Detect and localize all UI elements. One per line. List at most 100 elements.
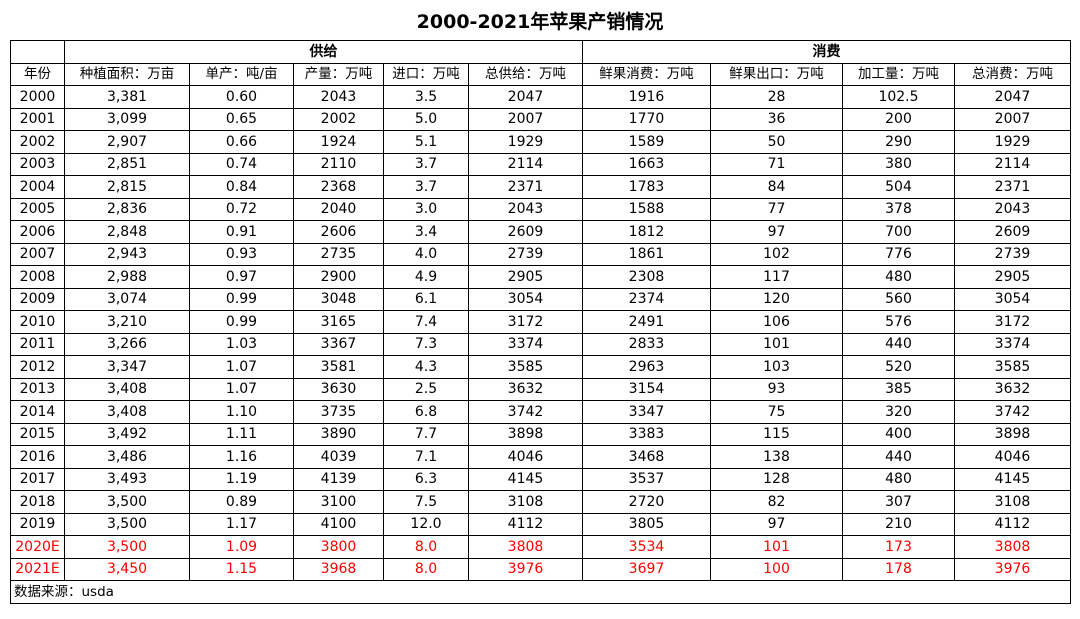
table-cell: 2,851	[64, 152, 190, 176]
table-cell: 2002	[293, 107, 384, 131]
year-cell: 2020E	[10, 535, 65, 559]
table-cell: 3.4	[383, 220, 469, 244]
table-cell: 3,099	[64, 107, 190, 131]
table-cell: 2720	[582, 490, 711, 514]
table-cell: 3632	[954, 377, 1071, 401]
table-cell: 3808	[954, 535, 1071, 559]
table-cell: 2491	[582, 310, 711, 334]
table-cell: 28	[710, 85, 843, 109]
table-row: 2007 2,943 0.93 2735 4.0 2739 1861 102 776 2739	[10, 242, 1071, 266]
table-cell: 2043	[293, 85, 384, 109]
table-cell: 2114	[954, 152, 1071, 176]
year-cell: 2004	[10, 175, 65, 199]
year-cell: 2001	[10, 107, 65, 131]
table-cell: 3898	[468, 422, 583, 446]
table-cell: 3697	[582, 557, 711, 581]
table-cell: 0.97	[189, 265, 294, 289]
source-row: 数据来源：usda	[10, 580, 1071, 604]
table-cell: 0.84	[189, 175, 294, 199]
table-row: 2000 3,381 0.60 2043 3.5 2047 1916 28 102.5 2047	[10, 85, 1071, 109]
table-cell: 103	[710, 355, 843, 379]
table-cell: 4139	[293, 467, 384, 491]
table-cell: 3,450	[64, 557, 190, 581]
table-cell: 200	[842, 107, 955, 131]
table-cell: 1.16	[189, 445, 294, 469]
group-header-row: 供给 消费	[10, 40, 1071, 64]
table-cell: 1.19	[189, 467, 294, 491]
table-cell: 3468	[582, 445, 711, 469]
table-row: 2008 2,988 0.97 2900 4.9 2905 2308 117 480 2905	[10, 265, 1071, 289]
table-cell: 520	[842, 355, 955, 379]
table-cell: 4145	[954, 467, 1071, 491]
table-cell: 4046	[468, 445, 583, 469]
table-cell: 3048	[293, 287, 384, 311]
table-cell: 2007	[468, 107, 583, 131]
table-cell: 1.07	[189, 355, 294, 379]
table-cell: 3976	[954, 557, 1071, 581]
year-cell: 2011	[10, 332, 65, 356]
table-cell: 3,408	[64, 377, 190, 401]
table-cell: 1589	[582, 130, 711, 154]
table-cell: 102	[710, 242, 843, 266]
table-cell: 0.74	[189, 152, 294, 176]
table-row: 2002 2,907 0.66 1924 5.1 1929 1589 50 290 1929	[10, 130, 1071, 154]
year-cell: 2012	[10, 355, 65, 379]
table-cell: 4.9	[383, 265, 469, 289]
year-cell: 2002	[10, 130, 65, 154]
table-cell: 3537	[582, 467, 711, 491]
table-cell: 3100	[293, 490, 384, 514]
year-cell: 2006	[10, 220, 65, 244]
table-cell: 3,074	[64, 287, 190, 311]
table-cell: 7.1	[383, 445, 469, 469]
table-cell: 1.09	[189, 535, 294, 559]
table-cell: 2047	[468, 85, 583, 109]
table-cell: 84	[710, 175, 843, 199]
table-cell: 3374	[954, 332, 1071, 356]
apple-supply-demand-table: 供给 消费 年份 种植面积：万亩 单产：吨/亩 产量：万吨 进口：万吨 总供给：…	[10, 40, 1071, 604]
year-cell: 2019	[10, 512, 65, 536]
table-cell: 1.07	[189, 377, 294, 401]
table-cell: 4100	[293, 512, 384, 536]
table-cell: 385	[842, 377, 955, 401]
year-cell: 2009	[10, 287, 65, 311]
table-cell: 3742	[468, 400, 583, 424]
table-row: 2012 3,347 1.07 3581 4.3 3585 2963 103 520 3585	[10, 355, 1071, 379]
table-cell: 2043	[468, 197, 583, 221]
table-cell: 2308	[582, 265, 711, 289]
table-cell: 106	[710, 310, 843, 334]
table-cell: 2,815	[64, 175, 190, 199]
table-cell: 504	[842, 175, 955, 199]
table-cell: 1.17	[189, 512, 294, 536]
year-cell: 2010	[10, 310, 65, 334]
table-cell: 71	[710, 152, 843, 176]
table-cell: 700	[842, 220, 955, 244]
table-cell: 440	[842, 445, 955, 469]
table-cell: 115	[710, 422, 843, 446]
table-cell: 0.99	[189, 310, 294, 334]
table-cell: 97	[710, 220, 843, 244]
table-cell: 3154	[582, 377, 711, 401]
table-cell: 776	[842, 242, 955, 266]
table-cell: 2371	[468, 175, 583, 199]
column-header: 产量：万吨	[293, 62, 384, 86]
table-row: 2009 3,074 0.99 3048 6.1 3054 2374 120 560 3054	[10, 287, 1071, 311]
table-cell: 3898	[954, 422, 1071, 446]
year-cell: 2018	[10, 490, 65, 514]
table-cell: 2043	[954, 197, 1071, 221]
table-cell: 0.93	[189, 242, 294, 266]
table-cell: 1770	[582, 107, 711, 131]
table-cell: 75	[710, 400, 843, 424]
year-cell: 2015	[10, 422, 65, 446]
table-cell: 2735	[293, 242, 384, 266]
table-cell: 2833	[582, 332, 711, 356]
table-cell: 3,266	[64, 332, 190, 356]
table-cell: 102.5	[842, 85, 955, 109]
table-title: 2000-2021年苹果产销情况	[416, 11, 664, 33]
table-cell: 400	[842, 422, 955, 446]
table-cell: 2609	[468, 220, 583, 244]
year-cell: 2005	[10, 197, 65, 221]
column-header-row: 年份 种植面积：万亩 单产：吨/亩 产量：万吨 进口：万吨 总供给：万吨 鲜果消…	[10, 62, 1071, 86]
table-cell: 2,943	[64, 242, 190, 266]
table-cell: 12.0	[383, 512, 469, 536]
table-cell: 3800	[293, 535, 384, 559]
